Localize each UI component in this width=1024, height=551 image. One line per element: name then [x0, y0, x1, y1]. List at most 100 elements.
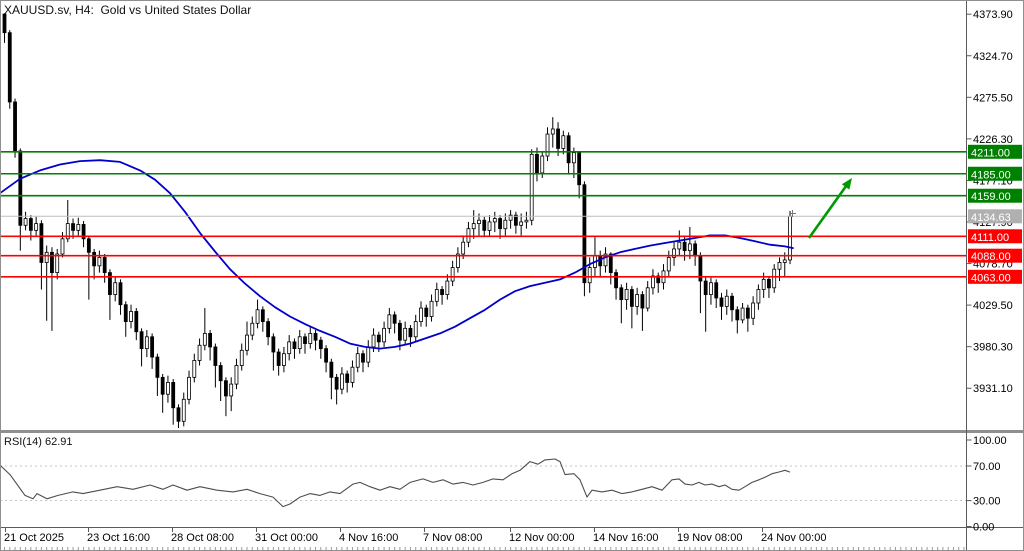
candle-bearish — [535, 153, 539, 174]
candle-bearish — [629, 289, 634, 307]
candle-bullish — [60, 238, 65, 255]
candle-bullish — [788, 215, 792, 261]
candle-bearish — [303, 336, 307, 344]
candle-bullish — [677, 241, 682, 250]
candle-bearish — [134, 311, 139, 333]
candle-bullish — [777, 262, 782, 270]
price-axis-label: 3931.10 — [973, 383, 1013, 395]
candle-bearish — [313, 333, 318, 341]
candle-bullish — [366, 346, 371, 363]
candle-bullish — [387, 314, 392, 329]
candle-bullish — [429, 300, 434, 317]
candle-bullish — [751, 302, 756, 319]
candle-bullish — [234, 365, 239, 385]
candle-bullish — [34, 223, 39, 231]
candle-bearish — [408, 327, 413, 338]
candle-bullish — [255, 309, 260, 324]
candle-bullish — [129, 311, 133, 322]
candle-bullish — [76, 224, 81, 231]
candle-bullish — [340, 373, 344, 390]
candle-bearish — [150, 336, 155, 358]
candle-bullish — [519, 221, 524, 226]
candle-bearish — [260, 309, 265, 322]
price-axis-label: 4275.50 — [973, 92, 1013, 104]
rsi-scale-label: 100.00 — [973, 435, 1007, 447]
panel-separator[interactable] — [0, 430, 1024, 433]
candle-bullish — [672, 248, 676, 258]
time-axis-label: 28 Oct 08:00 — [171, 532, 234, 544]
candle-bullish — [287, 341, 292, 355]
candle-bullish — [587, 267, 592, 284]
price-axis-label: 4226.30 — [973, 134, 1013, 146]
candle-bullish — [782, 259, 787, 263]
candle-bullish — [197, 344, 202, 361]
support-price-badge-bg — [968, 269, 1022, 284]
candle-bearish — [566, 135, 571, 164]
candle-bullish — [245, 334, 249, 351]
candle-bullish — [545, 133, 550, 157]
candle-bullish — [371, 334, 376, 348]
up-trend-arrow[interactable] — [807, 178, 852, 239]
candle-bearish — [2, 13, 7, 34]
candle-bullish — [772, 268, 777, 289]
candle-bearish — [730, 295, 734, 311]
candle-bearish — [656, 275, 661, 284]
candle-bearish — [329, 361, 334, 378]
candle-bearish — [102, 256, 107, 273]
candle-bullish — [144, 336, 149, 350]
candle-bearish — [213, 346, 218, 366]
candle-bearish — [81, 224, 86, 240]
candle-bearish — [424, 307, 429, 317]
time-axis-label: 31 Oct 00:00 — [255, 532, 318, 544]
candle-bearish — [7, 32, 12, 103]
candle-bearish — [767, 278, 771, 289]
candle-bearish — [171, 382, 176, 409]
support-price-badge: 4088.00 — [968, 248, 1022, 263]
candle-bearish — [703, 280, 708, 295]
time-axis-label: 23 Oct 16:00 — [87, 532, 150, 544]
candle-bearish — [92, 251, 97, 267]
support-price-badge-text: 4063.00 — [971, 272, 1011, 284]
candle-bearish — [208, 333, 213, 348]
moving-average-line[interactable] — [0, 159, 794, 350]
candle-bullish — [651, 275, 655, 289]
time-axis-label: 24 Nov 00:00 — [761, 532, 826, 544]
last-bar-plus-marker — [789, 210, 796, 217]
candle-bullish — [540, 155, 545, 174]
candle-bullish — [455, 253, 460, 268]
candle-bullish — [471, 223, 476, 230]
resistance-price-badge-bg — [968, 188, 1022, 203]
trend-arrow-head — [841, 178, 852, 190]
candle-bullish — [355, 353, 360, 368]
candle-bearish — [498, 218, 502, 230]
candle-bullish — [308, 333, 313, 344]
candles — [2, 13, 792, 429]
candle-bearish — [276, 351, 281, 366]
support-price-badge-text: 4111.00 — [971, 232, 1009, 244]
candle-bearish — [318, 339, 323, 350]
candle-bullish — [23, 218, 28, 226]
price-axis-label: 4029.50 — [973, 300, 1013, 312]
candle-bullish — [709, 282, 713, 295]
time-axis-label: 12 Nov 00:00 — [509, 532, 574, 544]
price-axis-label: 3980.30 — [973, 342, 1013, 354]
candle-bearish — [577, 152, 582, 186]
candle-bullish — [492, 218, 497, 223]
candle-bullish — [445, 280, 450, 295]
candle-bullish — [461, 241, 466, 255]
candle-bearish — [50, 251, 54, 273]
candle-bullish — [571, 152, 576, 164]
candle-bullish — [65, 223, 70, 240]
candle-bearish — [224, 380, 228, 397]
candle-bearish — [123, 304, 128, 322]
candle-bullish — [550, 128, 555, 135]
candle-bullish — [55, 253, 60, 273]
candle-bullish — [666, 256, 671, 272]
candle-bearish — [397, 322, 402, 341]
resistance-price-badge-text: 4159.00 — [971, 191, 1011, 203]
candle-bullish — [434, 289, 439, 302]
candle-bearish — [582, 184, 587, 284]
